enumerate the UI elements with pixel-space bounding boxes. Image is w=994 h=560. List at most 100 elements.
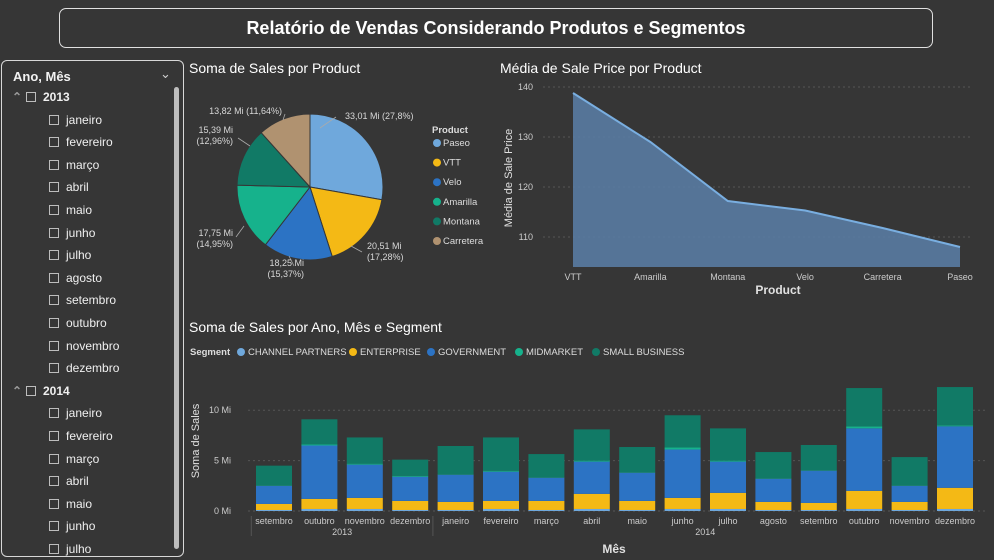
month-checkbox[interactable] <box>49 114 59 125</box>
month-checkbox[interactable] <box>49 159 59 170</box>
bar-segment-government[interactable] <box>800 470 837 503</box>
bar-segment-small-business[interactable] <box>755 452 792 479</box>
slicer-month-2013-8[interactable]: agosto <box>49 268 102 288</box>
bar-segment-midmarket[interactable] <box>846 426 883 429</box>
bar-segment-government[interactable] <box>392 476 429 501</box>
pie-slice-carretera[interactable] <box>260 113 311 189</box>
pie-legend-carretera[interactable]: Carretera <box>443 236 484 247</box>
bar-segment-small-business[interactable] <box>346 437 383 464</box>
slicer-month-2013-3[interactable]: março <box>49 155 99 175</box>
bar-segment-enterprise[interactable] <box>891 501 928 510</box>
bar-segment-channel-partners[interactable] <box>528 509 565 511</box>
pie-slice-paseo[interactable] <box>309 113 384 201</box>
bar-segment-midmarket[interactable] <box>437 474 474 475</box>
bar-segment-small-business[interactable] <box>800 444 837 471</box>
bar-segment-small-business[interactable] <box>619 447 656 473</box>
bar-segment-small-business[interactable] <box>483 437 519 471</box>
bar-segment-small-business[interactable] <box>891 457 928 486</box>
bar-segment-government[interactable] <box>664 449 701 498</box>
month-checkbox[interactable] <box>49 318 59 328</box>
bar-segment-channel-partners[interactable] <box>301 508 338 511</box>
bar-segment-government[interactable] <box>437 474 474 502</box>
slicer-month-2014-2[interactable]: fevereiro <box>49 426 113 446</box>
bar-segment-enterprise[interactable] <box>392 500 429 510</box>
bar-segment-midmarket[interactable] <box>392 475 429 477</box>
bar-segment-small-business[interactable] <box>528 454 565 478</box>
month-checkbox[interactable] <box>49 182 59 193</box>
bar-legend-small-business[interactable]: SMALL BUSINESS <box>603 347 684 358</box>
month-checkbox[interactable] <box>49 295 59 306</box>
month-checkbox[interactable] <box>49 544 59 554</box>
pie-slice-vtt[interactable] <box>309 186 383 258</box>
slicer-month-2014-1[interactable]: janeiro <box>49 403 102 423</box>
bar-segment-channel-partners[interactable] <box>573 508 610 511</box>
bar-segment-small-business[interactable] <box>846 388 883 427</box>
bar-segment-government[interactable] <box>846 428 883 491</box>
bar-segment-midmarket[interactable] <box>664 447 701 450</box>
bar-segment-government[interactable] <box>573 461 610 494</box>
month-checkbox[interactable] <box>49 498 59 509</box>
bar-segment-channel-partners[interactable] <box>483 508 519 511</box>
bar-segment-small-business[interactable] <box>664 415 701 448</box>
bar-segment-enterprise[interactable] <box>800 502 837 510</box>
chevron-down-icon[interactable]: ⌄ <box>160 66 171 81</box>
month-checkbox[interactable] <box>49 205 59 215</box>
bar-segment-enterprise[interactable] <box>483 500 519 509</box>
bar-segment-enterprise[interactable] <box>710 492 746 509</box>
slicer-month-2014-4[interactable]: abril <box>49 471 89 491</box>
pie-legend-montana[interactable]: Montana <box>443 216 481 227</box>
month-checkbox[interactable] <box>49 431 59 441</box>
bar-segment-channel-partners[interactable] <box>619 509 656 511</box>
bar-segment-small-business[interactable] <box>301 419 338 445</box>
bar-segment-midmarket[interactable] <box>256 485 292 486</box>
slicer-year-2014[interactable]: ⌃ 2014 <box>12 381 70 401</box>
pie-slice-amarilla[interactable] <box>236 184 311 246</box>
slicer-month-2014-5[interactable]: maio <box>49 494 92 514</box>
bar-segment-channel-partners[interactable] <box>346 508 383 511</box>
slicer-month-2013-6[interactable]: junho <box>49 223 95 243</box>
bar-segment-midmarket[interactable] <box>800 470 837 471</box>
pie-legend-vtt[interactable]: VTT <box>443 158 461 169</box>
slicer-month-2013-7[interactable]: julho <box>49 245 91 265</box>
bar-segment-enterprise[interactable] <box>755 501 792 510</box>
month-checkbox[interactable] <box>49 363 59 374</box>
bar-segment-small-business[interactable] <box>256 465 292 486</box>
bar-segment-small-business[interactable] <box>937 387 973 426</box>
month-checkbox[interactable] <box>49 137 59 148</box>
pie-slice-montana[interactable] <box>236 131 312 188</box>
month-checkbox[interactable] <box>49 521 59 532</box>
bar-segment-enterprise[interactable] <box>301 498 338 509</box>
month-checkbox[interactable] <box>49 453 59 464</box>
slicer-month-2013-11[interactable]: novembro <box>49 336 119 356</box>
slicer-month-2013-2[interactable]: fevereiro <box>49 132 113 152</box>
bar-segment-enterprise[interactable] <box>846 490 883 509</box>
bar-segment-channel-partners[interactable] <box>392 509 429 511</box>
bar-segment-channel-partners[interactable] <box>664 508 701 511</box>
month-checkbox[interactable] <box>49 272 59 283</box>
bar-segment-enterprise[interactable] <box>573 493 610 509</box>
bar-segment-government[interactable] <box>346 464 383 498</box>
month-checkbox[interactable] <box>49 340 59 351</box>
bar-segment-enterprise[interactable] <box>619 500 656 510</box>
bar-legend-channel-partners[interactable]: CHANNEL PARTNERS <box>248 347 347 358</box>
slicer-month-2014-7[interactable]: julho <box>49 539 91 556</box>
bar-segment-government[interactable] <box>301 445 338 499</box>
slicer-month-2013-12[interactable]: dezembro <box>49 358 119 378</box>
bar-segment-government[interactable] <box>483 471 519 501</box>
bar-segment-government[interactable] <box>755 478 792 502</box>
bar-segment-enterprise[interactable] <box>664 497 701 509</box>
bar-segment-midmarket[interactable] <box>346 463 383 465</box>
pie-slice-velo[interactable] <box>264 185 333 261</box>
bar-segment-enterprise[interactable] <box>346 497 383 509</box>
slicer-scrollbar[interactable] <box>174 87 179 549</box>
bar-segment-small-business[interactable] <box>392 459 429 476</box>
bar-legend-enterprise[interactable]: ENTERPRISE <box>360 347 421 358</box>
bar-segment-government[interactable] <box>256 485 292 504</box>
collapse-icon[interactable]: ⌃ <box>12 90 23 104</box>
bar-segment-government[interactable] <box>937 426 973 488</box>
slicer-month-2013-10[interactable]: outubro <box>49 313 107 333</box>
month-checkbox[interactable] <box>49 227 59 238</box>
bar-segment-enterprise[interactable] <box>437 501 474 510</box>
bar-segment-small-business[interactable] <box>437 446 474 475</box>
pie-legend-paseo[interactable]: Paseo <box>443 138 470 149</box>
